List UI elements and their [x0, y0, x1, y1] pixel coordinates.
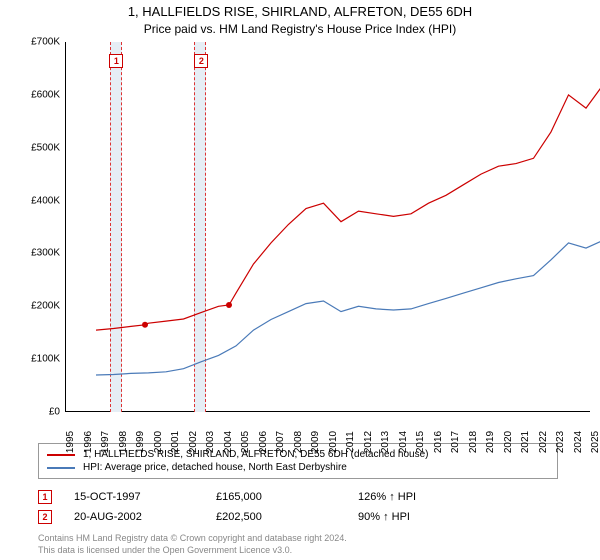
x-tick-label: 2016 [433, 431, 444, 453]
x-tick-label: 2008 [293, 431, 304, 453]
x-tick-label: 2006 [258, 431, 269, 453]
page-title-address: 1, HALLFIELDS RISE, SHIRLAND, ALFRETON, … [0, 0, 600, 19]
y-tick-label: £200K [12, 301, 60, 312]
x-tick-label: 1996 [83, 431, 94, 453]
sale-pct: 126% ↑ HPI [358, 491, 478, 503]
footer-line1: Contains HM Land Registry data © Crown c… [38, 533, 558, 545]
x-axis: 1995 1996 1997 1998 1999 2000 2001 2002 2003 2004… [65, 414, 590, 454]
sale-pct: 90% ↑ HPI [358, 511, 478, 523]
x-tick-label: 2012 [363, 431, 374, 453]
x-tick-label: 1997 [100, 431, 111, 453]
x-tick-label: 2005 [240, 431, 251, 453]
x-tick-label: 2014 [398, 431, 409, 453]
x-tick-label: 1995 [65, 431, 76, 453]
x-tick-label: 2013 [380, 431, 391, 453]
footer-attribution: Contains HM Land Registry data © Crown c… [38, 533, 558, 556]
sale-row: 2 20-AUG-2002 £202,500 90% ↑ HPI [38, 507, 558, 527]
sale-date: 15-OCT-1997 [74, 491, 194, 503]
y-tick-label: £600K [12, 89, 60, 100]
x-tick-label: 2021 [520, 431, 531, 453]
x-tick-label: 2000 [153, 431, 164, 453]
y-tick-label: £0 [12, 407, 60, 418]
page-title-subtitle: Price paid vs. HM Land Registry's House … [0, 19, 600, 42]
y-tick-label: £300K [12, 248, 60, 259]
sale-price: £202,500 [216, 511, 336, 523]
x-tick-label: 2023 [555, 431, 566, 453]
x-tick-label: 2002 [188, 431, 199, 453]
sale-date: 20-AUG-2002 [74, 511, 194, 523]
legend-swatch-hpi [47, 467, 75, 469]
sale-price: £165,000 [216, 491, 336, 503]
plot-area: 12 [65, 42, 590, 412]
x-tick-label: 2009 [310, 431, 321, 453]
x-tick-label: 2001 [170, 431, 181, 453]
x-tick-label: 2022 [538, 431, 549, 453]
y-tick-label: £100K [12, 354, 60, 365]
marker-dot [142, 322, 148, 328]
y-tick-label: £400K [12, 195, 60, 206]
callout-marker: 1 [109, 54, 123, 68]
x-tick-label: 1999 [135, 431, 146, 453]
series-line-price_paid [96, 84, 600, 330]
legend-item-hpi: HPI: Average price, detached house, Nort… [47, 461, 549, 474]
callout-marker: 2 [194, 54, 208, 68]
chart: 12 £0£100K£200K£300K£400K£500K£600K£700K… [35, 42, 600, 437]
x-tick-label: 2003 [205, 431, 216, 453]
x-tick-label: 2017 [450, 431, 461, 453]
sale-marker-1: 1 [38, 490, 52, 504]
x-tick-label: 1998 [118, 431, 129, 453]
x-tick-label: 2011 [345, 431, 356, 453]
x-tick-label: 2010 [328, 431, 339, 453]
marker-dot [226, 302, 232, 308]
y-tick-label: £500K [12, 142, 60, 153]
chart-lines [96, 42, 600, 412]
x-tick-label: 2004 [223, 431, 234, 453]
legend-label-hpi: HPI: Average price, detached house, Nort… [83, 462, 347, 473]
x-tick-label: 2024 [573, 431, 584, 453]
x-tick-label: 2015 [415, 431, 426, 453]
footer-line2: This data is licensed under the Open Gov… [38, 545, 558, 557]
sales-table: 1 15-OCT-1997 £165,000 126% ↑ HPI 2 20-A… [38, 487, 558, 527]
series-line-hpi [96, 235, 600, 375]
x-tick-label: 2019 [485, 431, 496, 453]
sale-row: 1 15-OCT-1997 £165,000 126% ↑ HPI [38, 487, 558, 507]
x-tick-label: 2007 [275, 431, 286, 453]
x-tick-label: 2025 [590, 431, 600, 453]
x-tick-label: 2020 [503, 431, 514, 453]
y-tick-label: £700K [12, 37, 60, 48]
sale-marker-2: 2 [38, 510, 52, 524]
x-tick-label: 2018 [468, 431, 479, 453]
